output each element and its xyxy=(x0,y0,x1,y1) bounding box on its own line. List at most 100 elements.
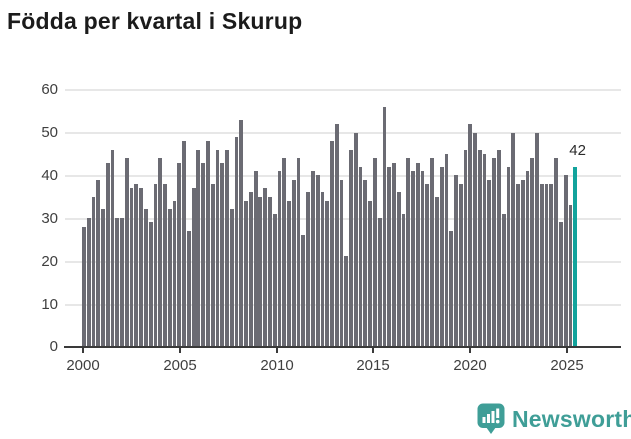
bar xyxy=(339,179,344,346)
bar xyxy=(439,166,444,346)
bar xyxy=(377,218,382,346)
bar xyxy=(539,183,544,346)
bar xyxy=(144,209,148,346)
bar xyxy=(101,209,105,346)
bar xyxy=(234,136,239,346)
bar xyxy=(139,188,144,346)
bar xyxy=(568,205,573,346)
bar xyxy=(268,196,272,346)
bar xyxy=(263,188,268,346)
bar xyxy=(482,154,487,346)
tick-mark xyxy=(469,348,471,353)
last-value-label: 42 xyxy=(569,141,586,159)
bar xyxy=(492,158,497,346)
bar xyxy=(525,171,530,346)
bar xyxy=(506,166,511,346)
bar xyxy=(392,162,396,346)
bar xyxy=(129,188,134,346)
bar xyxy=(239,119,244,346)
bar xyxy=(215,149,220,346)
tick-mark xyxy=(276,348,278,353)
bar xyxy=(191,188,196,346)
bar xyxy=(148,222,153,346)
x-axis-label: 2020 xyxy=(453,357,487,374)
bar xyxy=(411,171,415,346)
bar xyxy=(120,218,124,346)
bar xyxy=(282,158,287,346)
bar xyxy=(315,175,320,346)
y-axis-label: 10 xyxy=(41,296,58,313)
bar xyxy=(387,166,392,346)
bar xyxy=(82,226,86,346)
bar xyxy=(477,149,482,346)
gridline xyxy=(65,89,621,91)
bar xyxy=(248,192,253,346)
bar xyxy=(186,230,191,346)
bar xyxy=(530,158,535,346)
tick-mark xyxy=(179,348,181,353)
bar xyxy=(449,230,454,346)
bar xyxy=(430,158,434,346)
bar xyxy=(277,171,282,346)
y-axis-label: 60 xyxy=(41,81,58,98)
x-axis-label: 2000 xyxy=(66,357,100,374)
bar xyxy=(511,132,516,346)
bar xyxy=(358,166,363,346)
bar xyxy=(487,179,492,346)
bar xyxy=(220,162,225,346)
bar xyxy=(544,183,549,346)
bar xyxy=(353,132,358,346)
bar xyxy=(306,192,310,346)
bar xyxy=(86,218,91,346)
bar xyxy=(520,179,525,346)
bar xyxy=(153,183,158,346)
bar xyxy=(134,183,139,346)
bar xyxy=(516,183,520,346)
bar xyxy=(291,179,296,346)
bar xyxy=(549,183,554,346)
bar xyxy=(287,200,291,346)
y-axis-label: 30 xyxy=(41,210,58,227)
bar xyxy=(458,183,463,346)
y-axis-label: 20 xyxy=(41,253,58,270)
bar xyxy=(368,200,372,346)
bar xyxy=(468,124,473,346)
bar xyxy=(196,149,201,346)
bar xyxy=(253,171,258,346)
bar xyxy=(272,213,277,346)
bar xyxy=(177,162,182,346)
bar xyxy=(496,149,501,346)
bar xyxy=(301,235,306,346)
bar xyxy=(225,149,229,346)
bar xyxy=(401,213,406,346)
bar xyxy=(420,171,425,346)
bar xyxy=(334,124,339,346)
bar xyxy=(296,158,301,346)
bar xyxy=(454,175,458,346)
bar xyxy=(535,132,539,346)
bar xyxy=(110,149,115,346)
bar xyxy=(206,141,210,346)
bar xyxy=(163,183,167,346)
bar xyxy=(172,200,177,346)
bar xyxy=(363,179,368,346)
bar xyxy=(310,171,315,346)
tick-mark xyxy=(82,348,84,353)
bar xyxy=(325,200,330,346)
bar xyxy=(444,154,449,346)
bar xyxy=(396,192,401,346)
bar xyxy=(115,218,120,346)
bar xyxy=(415,162,420,346)
newsworthy-logo: Newsworthy xyxy=(477,403,631,435)
bar xyxy=(463,149,468,346)
newsworthy-logo-text: Newsworthy xyxy=(512,405,631,432)
bar xyxy=(210,183,215,346)
gridline xyxy=(65,132,621,134)
bars: 42 xyxy=(82,90,586,346)
bar xyxy=(382,107,387,346)
bar xyxy=(349,149,353,346)
x-axis-label: 2010 xyxy=(260,357,294,374)
bar xyxy=(425,183,430,346)
bar xyxy=(372,158,377,346)
tick-mark xyxy=(566,348,568,353)
